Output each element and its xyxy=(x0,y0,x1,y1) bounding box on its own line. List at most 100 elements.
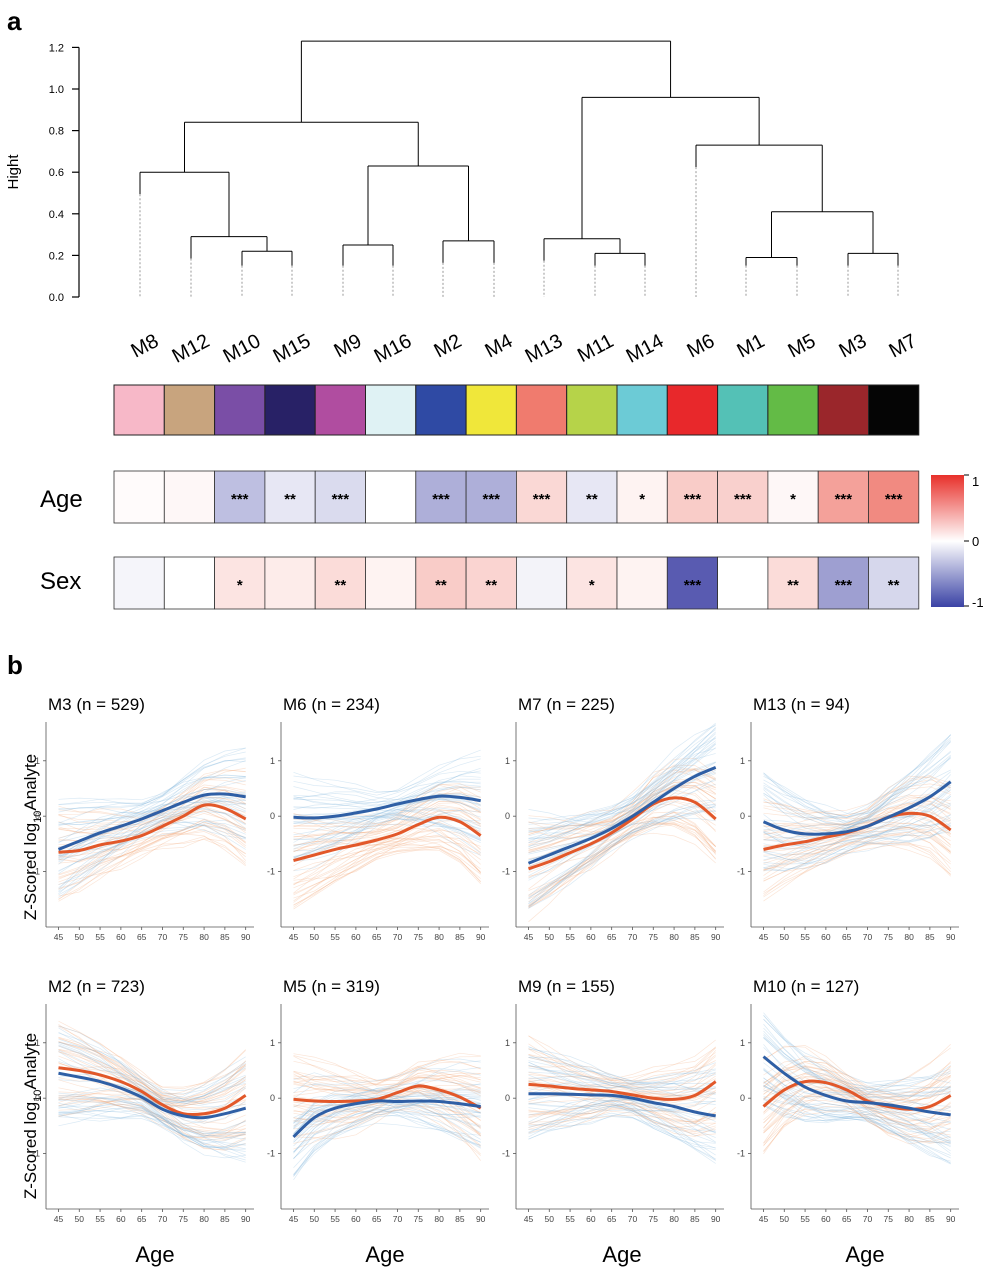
individual-trajectory xyxy=(528,822,716,907)
significance-stars: *** xyxy=(533,491,551,508)
individual-trajectory xyxy=(763,827,951,872)
plot-x-tick-label: 65 xyxy=(842,932,852,942)
individual-trajectory xyxy=(293,818,481,859)
plot-y-tick-label: -1 xyxy=(267,867,275,877)
individual-trajectory xyxy=(528,747,716,849)
x-axis-label: Age xyxy=(365,1242,404,1267)
individual-trajectory xyxy=(528,1103,716,1161)
individual-trajectory xyxy=(763,803,951,841)
plot-x-tick-label: 50 xyxy=(310,932,320,942)
individual-trajectory xyxy=(528,804,716,899)
plot-x-tick-label: 50 xyxy=(780,932,790,942)
individual-trajectory xyxy=(293,810,481,853)
individual-trajectory xyxy=(528,1050,716,1092)
individual-trajectory xyxy=(528,1065,716,1089)
individual-trajectory xyxy=(763,1103,951,1153)
plot-y-tick-label: 1 xyxy=(35,756,40,766)
trajectory-plot: M3 (n = 529) 1 0 -1 45 50 55 60 65 70 75 80 85 90 xyxy=(32,695,254,942)
plot-x-tick-label: 65 xyxy=(372,932,382,942)
individual-trajectory xyxy=(293,1069,481,1082)
dendrogram-y-tick-label: 0.4 xyxy=(49,209,64,221)
significance-stars: *** xyxy=(734,491,752,508)
individual-trajectory xyxy=(763,1093,951,1144)
plot-y-tick-label: 1 xyxy=(35,1038,40,1048)
individual-trajectory xyxy=(528,736,716,848)
individual-trajectory xyxy=(58,829,246,889)
individual-trajectory xyxy=(293,1108,481,1155)
individual-trajectory xyxy=(763,779,951,839)
plot-x-tick-label: 50 xyxy=(75,932,85,942)
plot-x-tick-label: 70 xyxy=(628,932,638,942)
individual-trajectory xyxy=(293,1102,481,1154)
plot-x-tick-label: 45 xyxy=(759,1214,769,1224)
individual-trajectory xyxy=(293,1065,481,1092)
individual-trajectory xyxy=(763,804,951,855)
individual-trajectory xyxy=(763,815,951,853)
individual-trajectory xyxy=(58,796,246,842)
plot-x-tick-label: 80 xyxy=(669,1214,679,1224)
heatmap-cell-age xyxy=(314,470,366,524)
individual-trajectory xyxy=(763,1058,951,1093)
individual-trajectory xyxy=(58,800,246,847)
individual-trajectory xyxy=(763,1033,951,1096)
plot-x-tick-label: 60 xyxy=(821,932,831,942)
individual-trajectory xyxy=(293,807,481,836)
heatmap-cell-sex xyxy=(314,556,366,610)
module-color-cell xyxy=(817,384,870,436)
plot-x-tick-label: 70 xyxy=(158,1214,168,1224)
individual-trajectory xyxy=(763,741,951,818)
individual-trajectory xyxy=(763,796,951,827)
plot-title: M13 (n = 94) xyxy=(753,695,850,714)
individual-trajectory xyxy=(528,800,716,903)
heatmap-cell-age xyxy=(616,470,668,524)
trajectory-plot: M6 (n = 234) 1 0 -1 45 50 55 60 65 70 75 80 85 90 xyxy=(267,695,489,942)
individual-trajectory xyxy=(293,806,481,841)
individual-trajectory xyxy=(763,756,951,818)
individual-trajectory xyxy=(58,1038,246,1100)
plot-y-tick-label: 0 xyxy=(505,811,510,821)
significance-stars: ** xyxy=(485,577,497,594)
individual-trajectory xyxy=(293,1074,481,1094)
individual-trajectory xyxy=(528,768,716,829)
heatmap-cell-sex xyxy=(365,556,417,610)
individual-trajectory xyxy=(58,1041,246,1103)
individual-trajectory xyxy=(293,778,481,806)
individual-trajectory xyxy=(528,725,716,824)
plot-x-tick-label: 70 xyxy=(393,1214,403,1224)
individual-trajectory xyxy=(58,801,246,845)
individual-trajectory xyxy=(528,1046,716,1085)
module-color-cell xyxy=(566,384,618,436)
individual-trajectory xyxy=(528,1061,716,1096)
individual-trajectory xyxy=(763,1104,951,1164)
heatmap-cell-age xyxy=(767,470,819,524)
module-color-cell xyxy=(365,384,417,436)
individual-trajectory xyxy=(58,1097,246,1137)
module-label: M8 xyxy=(127,330,162,362)
individual-trajectory xyxy=(528,805,716,904)
individual-trajectory xyxy=(58,1098,246,1148)
trajectory-plot: M2 (n = 723) 1 0 -1 45 50 55 60 65 70 75 80 85 90 xyxy=(32,977,254,1224)
individual-trajectory xyxy=(293,812,481,872)
plot-x-tick-label: 45 xyxy=(289,1214,299,1224)
individual-trajectory xyxy=(58,1105,246,1156)
significance-stars: ** xyxy=(335,577,347,594)
individual-trajectory xyxy=(58,1097,246,1137)
individual-trajectory xyxy=(528,743,716,844)
individual-trajectory xyxy=(528,1110,716,1134)
individual-trajectory xyxy=(58,1042,246,1108)
individual-trajectory xyxy=(528,1060,716,1089)
individual-trajectory xyxy=(293,838,481,894)
individual-trajectory xyxy=(763,825,951,871)
individual-trajectory xyxy=(58,796,246,856)
individual-trajectory xyxy=(763,1065,951,1098)
plot-x-tick-label: 45 xyxy=(54,1214,64,1224)
heatmap-cell-sex xyxy=(717,556,769,610)
individual-trajectory xyxy=(528,1111,716,1161)
individual-trajectory xyxy=(293,1114,481,1175)
individual-trajectory xyxy=(763,1089,951,1148)
individual-trajectory xyxy=(58,821,246,878)
individual-trajectory xyxy=(528,777,716,843)
individual-trajectory xyxy=(528,768,716,835)
significance-stars: *** xyxy=(835,491,853,508)
